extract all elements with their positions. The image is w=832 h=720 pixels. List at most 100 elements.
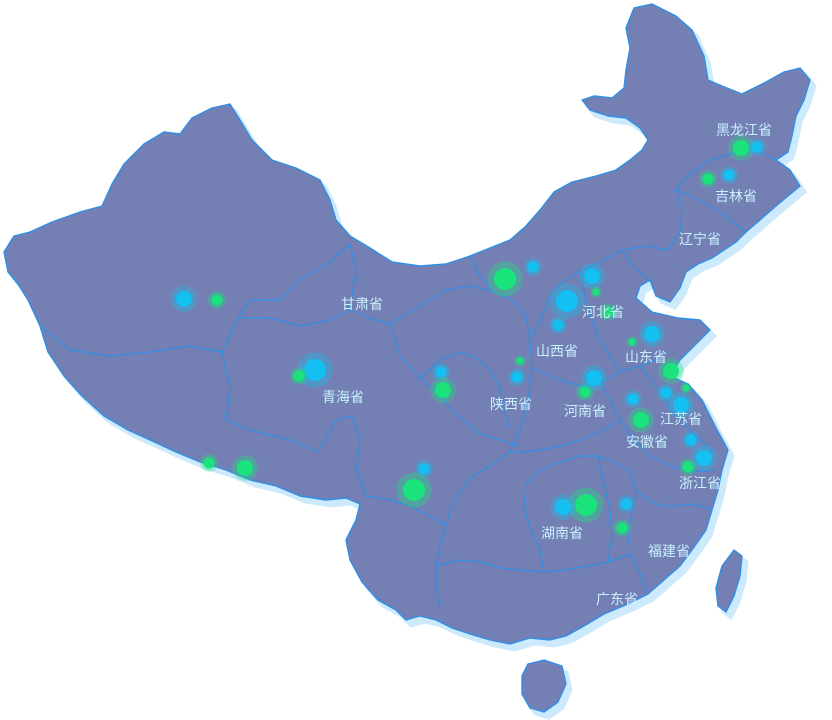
data-dot-green[interactable] [728,135,754,161]
province-border [635,489,713,511]
label-zhejiang: 浙江省 [679,476,721,492]
province-border [627,489,649,595]
label-hunan: 湖南省 [541,526,583,542]
province-border [349,243,357,311]
data-dot-core [663,363,679,379]
province-border [510,419,621,453]
data-dot-core [592,288,600,296]
province-border [435,553,631,573]
data-dot-core [586,370,602,386]
province-border [621,249,651,281]
province-border [469,255,495,293]
data-dot-blue[interactable] [639,321,665,347]
data-dot-blue[interactable] [508,368,526,386]
data-dot-green[interactable] [232,455,258,481]
data-dot-core [435,382,451,398]
data-dot-green[interactable] [613,519,631,537]
label-jilin: 吉林省 [715,189,757,205]
data-dot-core [620,498,632,510]
data-dot-blue[interactable] [524,258,542,276]
data-dot-blue[interactable] [432,363,450,381]
label-heilongjiang: 黑龙江省 [716,123,772,139]
data-dot-green[interactable] [658,358,684,384]
data-dot-green[interactable] [699,170,717,188]
data-dot-core [435,366,447,378]
data-dot-green[interactable] [290,367,308,385]
data-dot-core [702,173,714,185]
data-dot-blue[interactable] [579,263,605,289]
data-dots [171,135,766,537]
province-border [597,455,613,563]
label-anhui: 安徽省 [626,435,668,451]
data-dot-core [418,463,430,475]
data-dot-blue[interactable] [549,283,585,319]
label-shaanxi: 陕西省 [490,397,532,413]
data-dot-blue[interactable] [297,352,333,388]
data-dot-core [527,261,539,273]
data-dot-core [628,338,636,346]
province-border [365,495,447,527]
data-dot-green[interactable] [208,291,226,309]
data-dot-core [575,494,597,516]
data-dot-green[interactable] [599,303,617,321]
data-dot-core [403,479,425,501]
data-dot-green[interactable] [590,286,602,298]
data-dot-green[interactable] [200,454,218,472]
data-dot-core [237,460,253,476]
china-mainland-outline [3,3,811,645]
data-dot-core [682,461,694,473]
data-dot-blue[interactable] [682,431,700,449]
data-dot-core [673,397,689,413]
data-dot-core [685,434,697,446]
data-dot-green[interactable] [628,407,654,433]
province-border [523,455,637,573]
data-dot-core [203,457,215,469]
province-border [529,245,669,341]
data-dot-green[interactable] [679,458,697,476]
data-dot-core [627,393,639,405]
label-shanxi: 山西省 [536,344,578,360]
label-shandong: 山东省 [625,350,667,366]
data-dot-blue[interactable] [748,138,766,156]
province-border [351,415,367,497]
data-dot-green[interactable] [487,261,523,297]
data-dot-green[interactable] [576,383,594,401]
data-dot-green[interactable] [396,472,432,508]
province-border [493,291,533,453]
data-dot-blue[interactable] [624,390,642,408]
data-dot-green[interactable] [626,336,638,348]
data-dot-core [555,499,571,515]
data-dot-blue[interactable] [668,392,694,418]
data-dot-core [511,371,523,383]
label-gansu: 甘肃省 [341,297,383,313]
label-qinghai: 青海省 [322,390,364,406]
data-dot-core [552,319,564,331]
data-dot-core [751,141,763,153]
province-border [435,451,511,611]
data-dot-core [602,306,614,318]
data-dot-core [633,412,649,428]
data-dot-blue[interactable] [617,495,635,513]
label-jiangsu: 江苏省 [660,412,702,428]
data-dot-green[interactable] [430,377,456,403]
data-dot-core [176,291,192,307]
data-dot-core [660,387,672,399]
data-dot-blue[interactable] [549,316,567,334]
data-dot-blue[interactable] [657,384,675,402]
data-dot-blue[interactable] [720,166,738,184]
data-dot-blue[interactable] [171,286,197,312]
data-dot-green[interactable] [680,382,692,394]
data-dot-blue[interactable] [415,460,433,478]
data-dot-blue[interactable] [691,445,717,471]
data-dot-core [556,290,578,312]
label-guangdong: 广东省 [596,592,638,608]
data-dot-blue[interactable] [581,365,607,391]
data-dot-core [682,384,690,392]
data-dot-core [616,522,628,534]
province-border [221,351,353,453]
data-dot-blue[interactable] [550,494,576,520]
data-dot-green[interactable] [514,355,526,367]
data-dot-green[interactable] [568,487,604,523]
province-labels: 黑龙江省 吉林省 辽宁省 甘肃省 河北省 山西省 山东省 青海省 陕西省 河南省… [322,123,772,608]
